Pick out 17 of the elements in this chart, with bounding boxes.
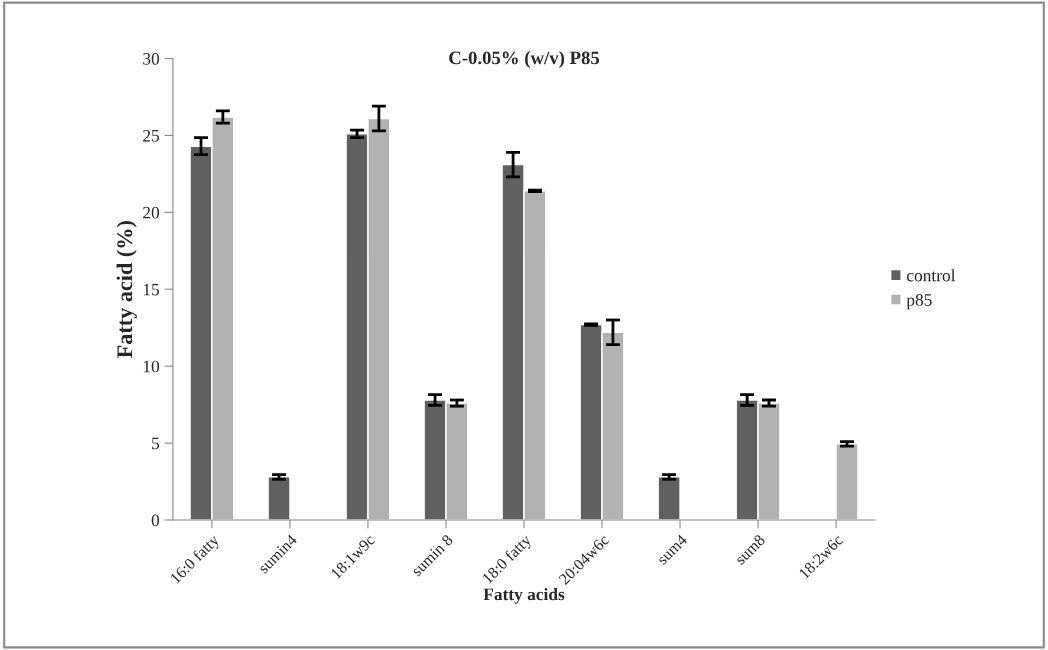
y-tick-label: 30 (143, 52, 160, 65)
x-tick-label: 18:0 fatty (481, 533, 535, 587)
y-tick-label: 15 (143, 283, 160, 296)
chart-title: C-0.05% (w/v) P85 (449, 51, 600, 68)
y-axis-title: Fatty acid (%) (116, 221, 137, 358)
legend-label: p85 (906, 294, 932, 310)
bar (657, 476, 681, 520)
legend-label: control (906, 269, 956, 282)
bar (835, 443, 859, 520)
x-tick-label: 16:0 fatty (169, 533, 223, 587)
bar (267, 476, 291, 520)
y-tick-label: 25 (143, 129, 160, 142)
y-tick-label: 0 (151, 514, 160, 527)
y-tick-label: 20 (143, 206, 160, 219)
y-tick-label: 5 (152, 437, 160, 450)
x-axis-title: Fatty acids (483, 587, 565, 604)
y-tick-label: 10 (143, 360, 160, 373)
